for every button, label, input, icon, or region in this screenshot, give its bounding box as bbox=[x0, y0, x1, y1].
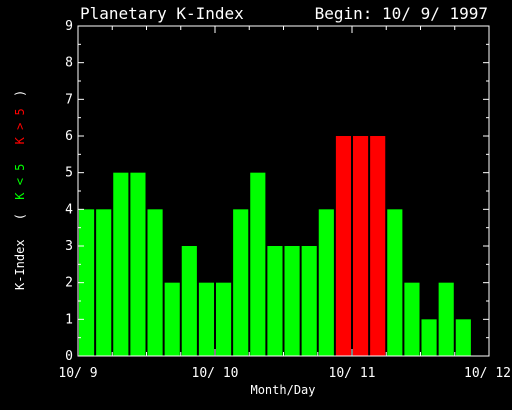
bar-5 bbox=[147, 209, 163, 356]
bar-12 bbox=[267, 246, 283, 356]
bar-13 bbox=[284, 246, 300, 356]
bars-group bbox=[79, 136, 471, 356]
bar-11 bbox=[250, 172, 266, 356]
y-axis-label-close-paren: ) bbox=[13, 90, 27, 97]
y-axis-label-low: K < 5 bbox=[13, 164, 27, 200]
bar-8 bbox=[198, 282, 215, 356]
x-tick-label-1: 10/ 9 bbox=[58, 366, 97, 381]
y-tick-label-2: 2 bbox=[65, 276, 73, 291]
bar-4 bbox=[130, 172, 146, 356]
y-tick-label-3: 3 bbox=[65, 239, 73, 254]
bar-22 bbox=[438, 282, 454, 356]
bar-6 bbox=[164, 282, 180, 356]
y-tick-label-5: 5 bbox=[65, 166, 73, 181]
bar-7 bbox=[181, 246, 197, 356]
bar-9 bbox=[216, 282, 232, 356]
svg-text:K-Index ( K < 5: K-Index ( K < 5 K > 5 ) bbox=[13, 90, 27, 290]
plot-frame bbox=[77, 25, 490, 357]
bar-14 bbox=[301, 246, 317, 356]
bar-21 bbox=[421, 319, 437, 356]
begin-date-label: Begin: 10/ 9/ 1997 bbox=[315, 4, 488, 23]
bar-20 bbox=[404, 282, 420, 356]
x-tick-label-3: 10/ 11 bbox=[329, 366, 376, 381]
y-tick-label-6: 6 bbox=[65, 129, 73, 144]
y-axis-label: K-Index ( K < 5 K > 5 ) bbox=[13, 90, 27, 290]
y-axis-label-high: K > 5 bbox=[13, 108, 27, 144]
bar-10 bbox=[233, 209, 249, 356]
bar-16 bbox=[335, 136, 352, 356]
x-tick-label-4: 10/ 12 bbox=[464, 366, 511, 381]
bar-23 bbox=[455, 319, 471, 356]
y-tick-label-8: 8 bbox=[65, 56, 73, 71]
bar-17 bbox=[353, 136, 369, 356]
x-ticks-group: 10/ 9 10/ 10 10/ 11 10/ 12 bbox=[58, 26, 511, 381]
y-axis-label-main: K-Index bbox=[13, 239, 27, 290]
chart-title: Planetary K-Index bbox=[80, 4, 244, 23]
y-ticks-group: 0 1 2 3 4 5 6 7 8 9 bbox=[65, 19, 489, 364]
y-tick-label-7: 7 bbox=[65, 92, 73, 107]
y-tick-label-0: 0 bbox=[65, 349, 73, 364]
y-tick-label-4: 4 bbox=[65, 202, 73, 217]
y-axis-label-open-paren: ( bbox=[13, 213, 27, 220]
bar-18 bbox=[370, 136, 386, 356]
bar-15 bbox=[318, 209, 334, 356]
bar-2 bbox=[96, 209, 112, 356]
y-tick-label-1: 1 bbox=[65, 312, 73, 327]
y-tick-label-9: 9 bbox=[65, 19, 73, 34]
x-axis-label: Month/Day bbox=[250, 383, 315, 397]
x-tick-label-2: 10/ 10 bbox=[192, 366, 239, 381]
bar-19 bbox=[387, 209, 403, 356]
bar-3 bbox=[113, 172, 129, 356]
